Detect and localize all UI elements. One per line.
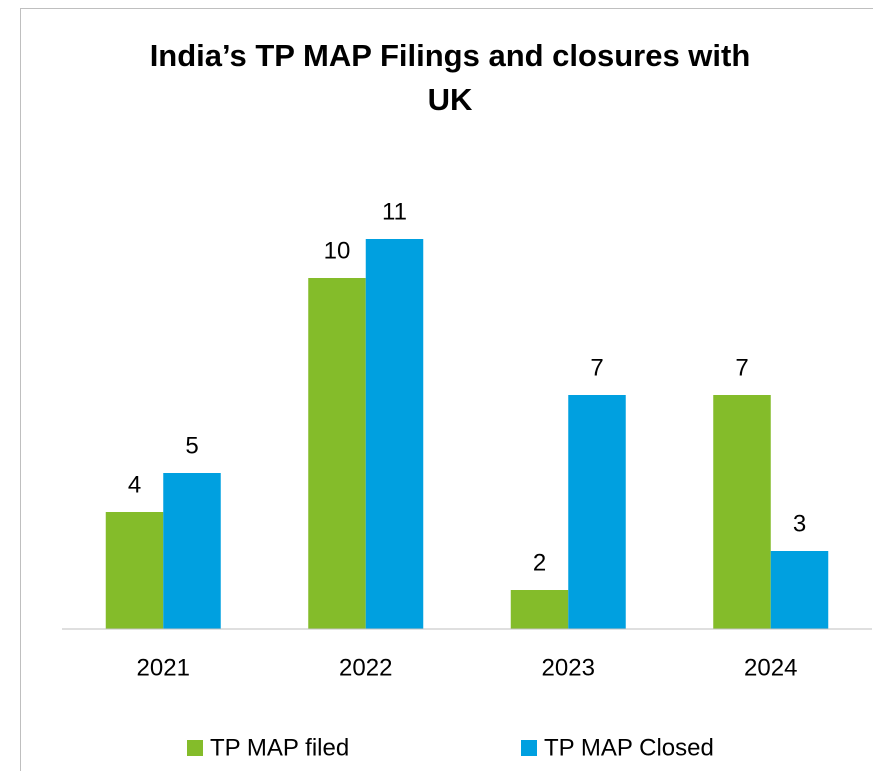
data-label: 2 xyxy=(533,549,546,576)
bar xyxy=(163,473,221,629)
data-label: 7 xyxy=(735,354,748,381)
legend-swatch xyxy=(521,740,537,756)
bar xyxy=(365,239,424,629)
bar xyxy=(568,395,626,629)
chart-title: India’s TP MAP Filings and closures with… xyxy=(149,38,751,117)
bar xyxy=(510,590,569,629)
bar xyxy=(308,278,366,629)
chart-frame xyxy=(20,8,873,771)
data-label: 4 xyxy=(128,471,141,498)
data-label: 7 xyxy=(590,354,603,381)
bar xyxy=(770,551,829,629)
legend-label: TP MAP filed xyxy=(210,734,349,761)
bar xyxy=(105,512,164,629)
legend-label: TP MAP Closed xyxy=(544,734,714,761)
data-label: 3 xyxy=(793,510,806,537)
bar xyxy=(713,395,771,629)
x-tick-label: 2021 xyxy=(137,654,190,681)
legend-swatch xyxy=(187,740,203,756)
data-label: 5 xyxy=(185,432,198,459)
x-tick-label: 2024 xyxy=(744,654,797,681)
data-label: 10 xyxy=(324,237,351,264)
x-tick-label: 2022 xyxy=(339,654,392,681)
x-tick-label: 2023 xyxy=(542,654,595,681)
data-label: 11 xyxy=(382,198,407,225)
